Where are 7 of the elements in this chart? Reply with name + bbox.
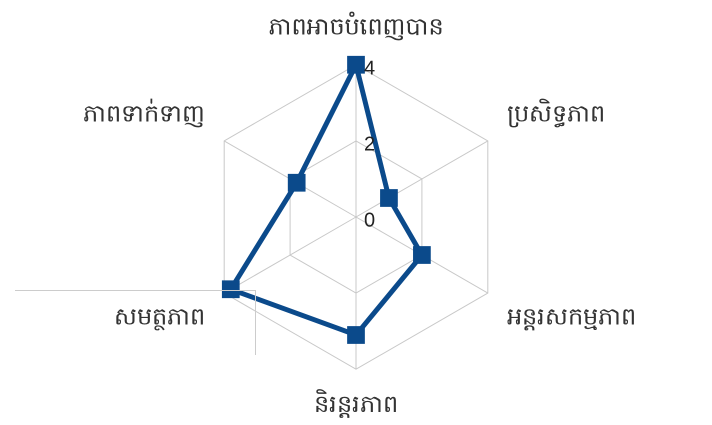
spoke-label: និរន្តរភាព bbox=[314, 388, 398, 418]
spoke-label: ប្រសិទ្ធភាព bbox=[506, 98, 605, 128]
spoke-label: ភាពទាក់ទាញ bbox=[83, 98, 206, 128]
spoke-label: ភាពអាចបំពេញបាន bbox=[268, 12, 444, 41]
spoke-label: អន្តរសកម្មភាព bbox=[506, 302, 636, 331]
spoke-label: សមត្ថភាព bbox=[114, 302, 206, 331]
y-tick-label: 0 bbox=[364, 210, 376, 232]
